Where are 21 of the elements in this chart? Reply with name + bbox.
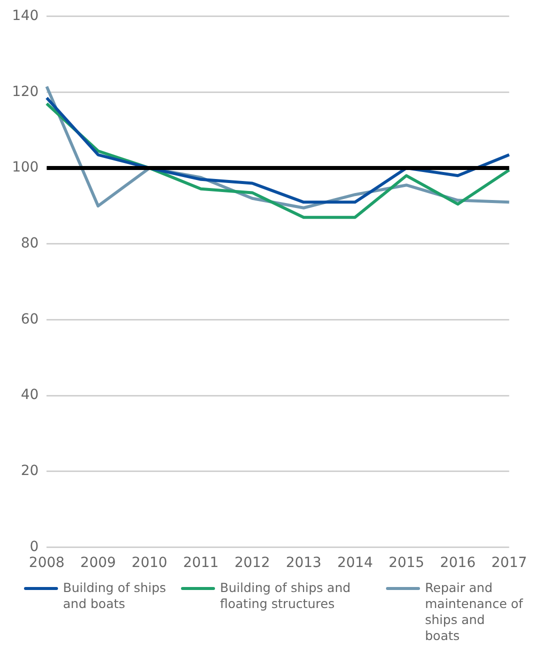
y-tick-label: 80 xyxy=(20,236,39,252)
x-tick-label: 2012 xyxy=(234,555,270,572)
legend-label: Building of ships and floating structures xyxy=(220,580,352,612)
y-tick-label: 20 xyxy=(20,463,39,480)
x-tick-label: 2011 xyxy=(183,555,219,572)
x-tick-label: 2008 xyxy=(28,555,65,572)
legend-label: Repair and maintenance of ships and boats xyxy=(425,580,523,644)
y-tick-label: 60 xyxy=(20,311,39,328)
y-tick-label: 0 xyxy=(30,538,39,555)
x-tick-label: 2009 xyxy=(80,555,116,572)
x-tick-label: 2017 xyxy=(491,555,528,572)
x-tick-label: 2010 xyxy=(132,555,168,572)
y-tick-label: 40 xyxy=(20,387,39,404)
x-tick-label: 2014 xyxy=(337,555,373,572)
y-tick-label: 100 xyxy=(12,160,39,176)
x-tick-label: 2013 xyxy=(286,555,322,572)
x-tick-label: 2015 xyxy=(388,555,424,572)
y-tick-label: 140 xyxy=(12,8,39,24)
x-tick-label: 2016 xyxy=(440,555,476,572)
y-tick-label: 120 xyxy=(12,84,39,100)
legend-label: Building of ships and boats xyxy=(63,580,168,612)
